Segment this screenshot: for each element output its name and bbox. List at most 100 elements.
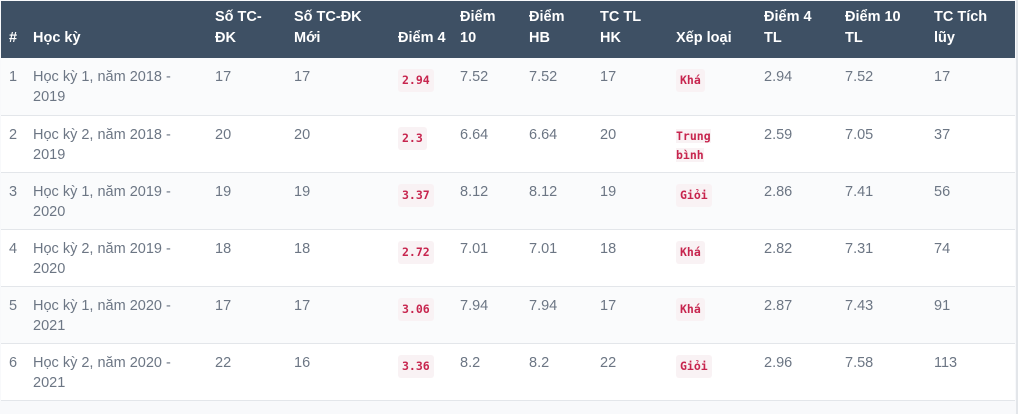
cell-diem-10-tl: 7.31: [845, 240, 874, 257]
cell-so-tc-dk: 18: [215, 240, 232, 257]
cell-tc-tl-hk: 19: [600, 183, 617, 200]
xep-loai-badge: Khá: [676, 240, 705, 264]
cell-diem-10-tl: 7.05: [845, 126, 874, 143]
cell-tc-tich-luy: 56: [934, 183, 951, 200]
header-diem-10: Điểm 10: [460, 9, 496, 46]
cell-diem-4-tl: 2.87: [764, 297, 793, 314]
xep-loai-badge: Giỏi: [676, 354, 712, 378]
table-row: 2 Học kỳ 2, năm 2018 - 2019 20 20 2.3 6.…: [1, 115, 1015, 172]
table-row: 5 Học kỳ 1, năm 2020 - 2021 17 17 3.06 7…: [1, 286, 1015, 343]
cell-so-tc-dk: 17: [215, 69, 232, 85]
cell-xep-loai: Khá: [668, 58, 756, 115]
cell-diem-4: 3.37: [390, 172, 452, 229]
cell-tc-tl-hk: 22: [600, 354, 617, 371]
grades-table: # Học kỳ Số TC-ĐK Số TC-ĐK Mới Điểm 4 Đi…: [1, 1, 1015, 401]
cell-hoc-ky: Học kỳ 1, năm 2020 - 2021: [33, 297, 171, 334]
cell-so-tc-dk-moi: 17: [294, 69, 311, 85]
header-xep-loai: Xếp loại: [676, 30, 732, 46]
cell-hoc-ky: Học kỳ 2, năm 2020 - 2021: [33, 354, 171, 391]
header-diem-hb: Điểm HB: [529, 9, 565, 46]
cell-so-tc-dk: 19: [215, 183, 232, 200]
cell-diem-4-tl: 2.82: [764, 240, 793, 257]
cell-tc-tl-hk: 18: [600, 240, 617, 257]
cell-xep-loai: Khá: [668, 229, 756, 286]
cell-diem-10-tl: 7.58: [845, 354, 874, 371]
table-row: 6 Học kỳ 2, năm 2020 - 2021 22 16 3.36 8…: [1, 343, 1015, 400]
cell-xep-loai: Trung bình: [668, 115, 756, 172]
xep-loai-badge: Giỏi: [676, 183, 712, 207]
diem-4-badge: 2.72: [398, 240, 434, 264]
cell-number: 1: [9, 69, 18, 85]
cell-diem-4-tl: 2.86: [764, 183, 793, 200]
cell-number: 3: [9, 183, 18, 200]
header-so-tc-dk: Số TC-ĐK: [215, 9, 262, 46]
cell-diem-4: 3.36: [390, 343, 452, 400]
cell-diem-hb: 7.94: [529, 297, 558, 314]
header-so-tc-dk-moi: Số TC-ĐK Mới: [294, 9, 362, 46]
cell-tc-tl-hk: 17: [600, 69, 617, 85]
cell-hoc-ky: Học kỳ 2, năm 2018 - 2019: [33, 126, 171, 163]
diem-4-badge: 2.94: [398, 69, 434, 92]
table-row: 3 Học kỳ 1, năm 2019 - 2020 19 19 3.37 8…: [1, 172, 1015, 229]
cell-number: 4: [9, 240, 18, 257]
grades-table-container: # Học kỳ Số TC-ĐK Số TC-ĐK Mới Điểm 4 Đi…: [1, 1, 1015, 401]
header-tc-tich-luy: TC Tích lũy: [934, 9, 988, 46]
table-header-row: # Học kỳ Số TC-ĐK Số TC-ĐK Mới Điểm 4 Đi…: [1, 1, 1015, 58]
cell-hoc-ky: Học kỳ 2, năm 2019 - 2020: [33, 240, 171, 277]
cell-diem-4: 2.3: [390, 115, 452, 172]
cell-xep-loai: Giỏi: [668, 172, 756, 229]
cell-diem-hb: 8.2: [529, 354, 550, 371]
cell-diem-10-tl: 7.52: [845, 69, 874, 85]
cell-number: 5: [9, 297, 18, 314]
right-border: [1016, 0, 1018, 414]
cell-diem-hb: 8.12: [529, 183, 558, 200]
cell-so-tc-dk-moi: 18: [294, 240, 311, 257]
cell-tc-tich-luy: 113: [934, 354, 958, 371]
cell-so-tc-dk-moi: 16: [294, 354, 311, 371]
xep-loai-badge: Trung bình: [676, 127, 720, 165]
cell-so-tc-dk-moi: 17: [294, 297, 311, 314]
cell-diem-10: 8.2: [460, 354, 481, 371]
diem-4-badge: 3.06: [398, 297, 434, 321]
table-row: 4 Học kỳ 2, năm 2019 - 2020 18 18 2.72 7…: [1, 229, 1015, 286]
cell-diem-4: 3.06: [390, 286, 452, 343]
cell-diem-hb: 7.52: [529, 69, 558, 85]
cell-diem-4-tl: 2.59: [764, 126, 793, 143]
cell-hoc-ky: Học kỳ 1, năm 2019 - 2020: [33, 183, 171, 220]
cell-tc-tl-hk: 17: [600, 297, 617, 314]
cell-diem-4: 2.72: [390, 229, 452, 286]
cell-so-tc-dk-moi: 20: [294, 126, 311, 143]
cell-tc-tich-luy: 17: [934, 69, 951, 85]
xep-loai-text: Trung bình: [676, 128, 711, 162]
diem-4-badge: 2.3: [398, 126, 427, 150]
cell-diem-4: 2.94: [390, 58, 452, 115]
cell-diem-10: 7.01: [460, 240, 489, 257]
cell-so-tc-dk: 20: [215, 126, 232, 143]
cell-diem-10: 7.52: [460, 69, 489, 85]
cell-number: 2: [9, 126, 18, 143]
cell-diem-10: 7.94: [460, 297, 489, 314]
header-hoc-ky: Học kỳ: [33, 30, 81, 46]
diem-4-badge: 3.36: [398, 354, 434, 378]
header-tc-tl-hk: TC TL HK: [600, 9, 641, 46]
cell-diem-10: 8.12: [460, 183, 489, 200]
cell-tc-tl-hk: 20: [600, 126, 617, 143]
header-diem-4: Điểm 4: [398, 30, 446, 46]
header-diem-4-tl: Điểm 4 TL: [764, 9, 812, 46]
cell-tc-tich-luy: 91: [934, 297, 951, 314]
cell-diem-10: 6.64: [460, 126, 489, 143]
cell-diem-hb: 7.01: [529, 240, 558, 257]
cell-xep-loai: Giỏi: [668, 343, 756, 400]
cell-diem-hb: 6.64: [529, 126, 558, 143]
cell-diem-10-tl: 7.43: [845, 297, 874, 314]
cell-tc-tich-luy: 37: [934, 126, 951, 143]
header-diem-10-tl: Điểm 10 TL: [845, 9, 901, 46]
cell-so-tc-dk: 22: [215, 354, 232, 371]
cell-xep-loai: Khá: [668, 286, 756, 343]
xep-loai-badge: Khá: [676, 69, 705, 92]
cell-so-tc-dk-moi: 19: [294, 183, 311, 200]
cell-tc-tich-luy: 74: [934, 240, 951, 257]
diem-4-badge: 3.37: [398, 183, 434, 207]
cell-number: 6: [9, 354, 18, 371]
cell-diem-4-tl: 2.96: [764, 354, 793, 371]
